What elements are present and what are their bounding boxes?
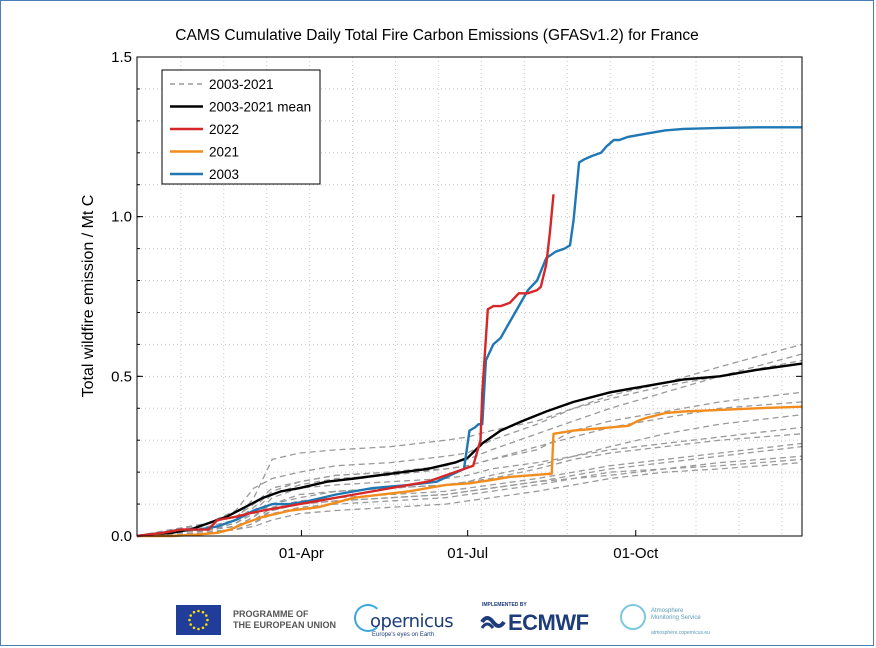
series-line-2003-2021-mean xyxy=(136,362,803,538)
series-line-2003 xyxy=(136,126,802,538)
atmosphere-logo-icon xyxy=(620,604,646,630)
eu-star-icon xyxy=(204,614,208,617)
eu-star-icon xyxy=(192,610,196,614)
eu-star-icon xyxy=(197,609,200,613)
eu-star-icon xyxy=(189,614,193,617)
ticks: 0.0 0.5 1.0 1.5 01-Apr 01-Jul 01-Oct xyxy=(111,49,802,562)
legend-box xyxy=(161,69,321,185)
series-line-2003-2021 xyxy=(136,458,803,537)
copernicus-name: opernicus xyxy=(370,611,454,632)
legend-label: 2003-2021 xyxy=(209,77,274,92)
y-tick-label: 0.5 xyxy=(111,368,132,385)
eu-star-icon xyxy=(188,618,191,622)
legend-label: 2003-2021 mean xyxy=(209,100,311,115)
grid xyxy=(137,57,802,536)
chart-title: CAMS Cumulative Daily Total Fire Carbon … xyxy=(175,27,698,44)
eu-star-icon xyxy=(189,623,193,626)
eu-star-icon xyxy=(201,610,205,614)
y-axis-label: Total wildfire emission / Mt C xyxy=(80,195,97,398)
ecmwf-name: ECMWF xyxy=(508,610,589,635)
eu-programme-text: PROGRAMME OF THE EUROPEAN UNION xyxy=(233,609,337,630)
copernicus-tagline: Europe's eyes on Earth xyxy=(372,632,435,638)
footer-logos: PROGRAMME OF THE EUROPEAN UNION opernicu… xyxy=(0,598,876,644)
eu-star-icon xyxy=(192,626,196,630)
eu-star-icon xyxy=(204,623,208,626)
ecmwf-logo-icon xyxy=(480,616,506,629)
plot-border xyxy=(136,56,803,537)
y-tick-label: 1.0 xyxy=(111,209,132,226)
series-layer xyxy=(136,126,803,538)
series-line-2003-2021 xyxy=(136,414,803,537)
legend: 2003-2021 2003-2021 mean 2022 2021 2003 xyxy=(161,69,321,185)
atmosphere-url: atmosphere.copernicus.eu xyxy=(651,630,710,636)
ecmwf-implemented-by: IMPLEMENTED BY xyxy=(482,602,527,608)
series-line-2022 xyxy=(136,194,555,538)
legend-label: 2021 xyxy=(209,145,239,160)
eu-star-icon xyxy=(201,626,205,630)
legend-label: 2022 xyxy=(209,122,239,137)
x-tick-label: 01-Jul xyxy=(447,545,488,562)
atmosphere-service-name: Atmosphere Monitoring Service xyxy=(651,608,701,621)
eu-star-icon xyxy=(197,627,200,631)
eu-star-icon xyxy=(206,618,209,622)
emissions-chart: 0.0 0.5 1.0 1.5 01-Apr 01-Jul 01-Oct CAMS Cumu… xyxy=(80,27,803,562)
eu-flag-icon xyxy=(176,605,221,635)
series-line-2003-2021 xyxy=(136,343,803,537)
x-tick-label: 01-Oct xyxy=(613,545,659,562)
eu-stars-icon xyxy=(188,609,209,631)
x-tick-label: 01-Apr xyxy=(279,545,324,562)
y-tick-label: 1.5 xyxy=(111,49,132,66)
copernicus-logo-icon xyxy=(354,604,382,632)
series-line-2003-2021 xyxy=(136,433,803,537)
series-line-2003-2021 xyxy=(136,461,803,537)
series-line-2021 xyxy=(137,405,803,538)
y-tick-label: 0.0 xyxy=(111,528,132,545)
legend-label: 2003 xyxy=(209,167,239,182)
